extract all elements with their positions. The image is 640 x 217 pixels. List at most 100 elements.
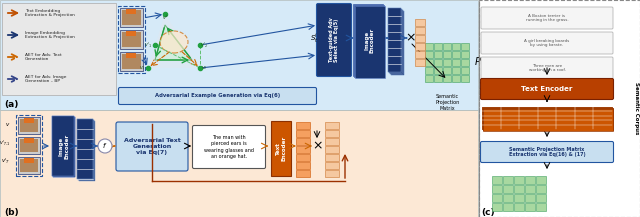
Text: Semantic
Projection
Matrix: Semantic Projection Matrix <box>435 94 460 111</box>
Bar <box>525 203 535 211</box>
Circle shape <box>98 139 112 153</box>
Bar <box>353 5 383 76</box>
Bar <box>434 43 442 50</box>
Bar <box>325 130 339 137</box>
Bar <box>461 59 469 66</box>
Bar <box>483 108 613 130</box>
Bar <box>126 31 136 36</box>
Bar <box>53 117 75 177</box>
Bar <box>118 6 145 73</box>
Bar <box>296 170 310 177</box>
Bar <box>388 8 401 72</box>
Text: Semantic Projection Matrix
Extraction via Eq(16) & (17): Semantic Projection Matrix Extraction vi… <box>509 147 586 157</box>
Bar <box>514 185 524 193</box>
Bar <box>434 67 442 74</box>
FancyBboxPatch shape <box>193 125 266 168</box>
Bar <box>415 59 425 66</box>
Bar <box>24 158 34 163</box>
Text: P: P <box>475 57 481 67</box>
Bar <box>389 9 403 73</box>
Bar <box>20 159 38 172</box>
Text: A Boston terrier is
running in the grass.: A Boston terrier is running in the grass… <box>525 14 568 22</box>
Bar <box>19 118 41 135</box>
Bar <box>483 108 612 130</box>
FancyBboxPatch shape <box>481 57 613 79</box>
Bar <box>271 121 291 176</box>
Bar <box>390 11 404 75</box>
Bar <box>122 32 141 47</box>
Ellipse shape <box>160 31 188 53</box>
Bar <box>77 119 93 179</box>
Bar <box>443 59 451 66</box>
Bar <box>78 120 94 180</box>
Bar <box>325 138 339 145</box>
Text: (c): (c) <box>481 208 495 217</box>
Bar <box>425 51 433 58</box>
Bar <box>24 118 34 123</box>
FancyBboxPatch shape <box>116 122 188 171</box>
Bar <box>296 130 310 137</box>
Bar <box>0 0 478 110</box>
Bar <box>525 194 535 202</box>
Bar <box>325 122 339 129</box>
Bar <box>461 51 469 58</box>
Bar <box>492 203 502 211</box>
Bar <box>353 4 383 76</box>
Bar <box>2 3 116 95</box>
Bar <box>122 10 141 25</box>
Bar <box>415 27 425 34</box>
Bar <box>121 53 144 72</box>
Bar <box>452 67 460 74</box>
Bar <box>461 67 469 74</box>
Bar <box>536 203 546 211</box>
Text: Image
Encoder: Image Encoder <box>59 133 69 159</box>
Text: $v'_T$: $v'_T$ <box>1 156 10 166</box>
Text: Text Embedding
Extraction & Projection: Text Embedding Extraction & Projection <box>25 8 75 17</box>
Bar <box>425 67 433 74</box>
Bar <box>296 154 310 161</box>
Text: $\times$: $\times$ <box>312 140 323 153</box>
Bar <box>425 59 433 66</box>
Text: $\times$: $\times$ <box>404 31 415 44</box>
Bar <box>443 43 451 50</box>
Bar <box>52 117 75 177</box>
Text: Adversarial Example Generation via Eq(6): Adversarial Example Generation via Eq(6) <box>156 94 280 99</box>
Text: Text
Encoder: Text Encoder <box>276 136 287 161</box>
Bar <box>355 6 385 78</box>
Bar <box>354 5 384 77</box>
Bar <box>461 75 469 82</box>
Text: $v_1$: $v_1$ <box>139 64 145 72</box>
Bar <box>503 176 513 184</box>
Bar <box>415 43 425 50</box>
Bar <box>121 9 144 28</box>
Text: $v'_{T\text{-}1}$: $v'_{T\text{-}1}$ <box>0 138 10 148</box>
FancyBboxPatch shape <box>481 7 613 29</box>
Bar <box>536 176 546 184</box>
Bar <box>390 10 403 74</box>
Bar <box>492 176 502 184</box>
Text: Adversarial Text
Generation
via Eq(7): Adversarial Text Generation via Eq(7) <box>124 138 180 155</box>
Text: AET for Adv. Text
Generation: AET for Adv. Text Generation <box>25 53 61 61</box>
Bar <box>20 119 38 132</box>
Bar <box>479 0 640 217</box>
Bar <box>325 146 339 153</box>
Text: Image Embedding
Extraction & Projection: Image Embedding Extraction & Projection <box>25 31 75 39</box>
Bar <box>452 59 460 66</box>
Bar <box>452 75 460 82</box>
Bar <box>482 107 612 129</box>
Bar <box>296 122 310 129</box>
Bar <box>296 162 310 169</box>
FancyBboxPatch shape <box>481 79 614 100</box>
Bar <box>122 54 141 69</box>
Bar <box>525 185 535 193</box>
Text: AET for Adv. Image
Generation – BP: AET for Adv. Image Generation – BP <box>25 75 67 84</box>
Bar <box>391 11 404 75</box>
Bar <box>514 203 524 211</box>
Bar <box>415 35 425 42</box>
Bar <box>503 194 513 202</box>
Bar <box>52 116 74 176</box>
Bar <box>452 43 460 50</box>
Bar <box>325 154 339 161</box>
Bar <box>18 117 40 134</box>
Bar <box>461 43 469 50</box>
